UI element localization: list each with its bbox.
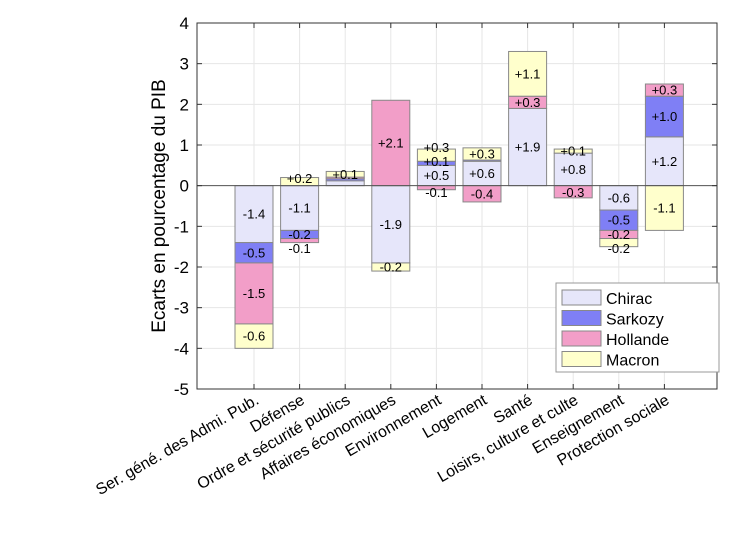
bar-segment-chirac bbox=[508, 107, 548, 187]
data-label: +1.9 bbox=[515, 140, 541, 155]
data-label: +0.3 bbox=[469, 146, 495, 161]
y-tick-label: 0 bbox=[180, 177, 189, 196]
bar-segment-macron bbox=[325, 170, 365, 178]
y-tick-label: -2 bbox=[174, 258, 189, 277]
bar-segment-macron bbox=[644, 185, 684, 231]
bar-segment-macron bbox=[234, 323, 274, 349]
data-label: +0.8 bbox=[560, 162, 586, 177]
data-label: +0.1 bbox=[560, 144, 586, 159]
bar-segment-hollande bbox=[644, 83, 684, 97]
y-tick-label: -3 bbox=[174, 299, 189, 318]
data-label: +0.3 bbox=[424, 140, 450, 155]
data-label: -1.9 bbox=[380, 217, 402, 232]
data-label: -0.1 bbox=[288, 241, 310, 256]
data-label: -0.5 bbox=[608, 213, 630, 228]
legend-label: Sarkozy bbox=[606, 312, 664, 329]
bar-segment-macron bbox=[508, 50, 548, 97]
data-label: -0.5 bbox=[243, 245, 265, 260]
bar-segment-macron bbox=[553, 148, 593, 154]
bars bbox=[234, 50, 684, 349]
y-tick-label: 3 bbox=[180, 55, 189, 74]
bar-segment-macron bbox=[599, 238, 639, 248]
y-axis-label: Ecarts en pourcentage du PIB bbox=[149, 79, 170, 333]
legend: Chirac Sarkozy Hollande Macron bbox=[555, 282, 720, 373]
bar-segment-sarkozy bbox=[644, 95, 684, 138]
data-label: +0.1 bbox=[424, 154, 450, 169]
data-label: +1.1 bbox=[515, 66, 541, 81]
bar-segment-chirac bbox=[644, 136, 684, 187]
bar-segment-hollande bbox=[280, 238, 320, 244]
bar-segment-hollande bbox=[234, 262, 274, 325]
bar-segment-chirac bbox=[234, 185, 274, 244]
bar-segment-hollande bbox=[371, 99, 411, 187]
legend-swatch-macron bbox=[561, 351, 602, 367]
data-label: -0.2 bbox=[288, 227, 310, 242]
data-label: -1.4 bbox=[243, 207, 265, 222]
data-label: +0.1 bbox=[332, 167, 358, 182]
y-tick-label: -5 bbox=[174, 380, 189, 399]
y-tick-label: -1 bbox=[174, 217, 189, 236]
y-tick-label: 2 bbox=[180, 95, 189, 114]
legend-swatch-hollande bbox=[561, 330, 602, 347]
bar-segment-macron bbox=[462, 147, 502, 161]
data-label: +0.3 bbox=[652, 83, 678, 98]
data-label: +0.6 bbox=[469, 166, 495, 181]
data-label: -0.6 bbox=[243, 329, 265, 344]
data-label: -0.4 bbox=[471, 186, 493, 201]
data-label: -0.1 bbox=[425, 185, 447, 200]
legend-label: Macron bbox=[606, 353, 659, 370]
data-label: +0.3 bbox=[515, 95, 541, 110]
bar-segment-macron bbox=[371, 262, 411, 272]
data-label: -1.1 bbox=[288, 201, 310, 216]
data-label: -0.2 bbox=[380, 260, 402, 275]
data-label: -1.1 bbox=[653, 201, 675, 216]
y-tick-label: -4 bbox=[174, 339, 189, 358]
data-label: +0.2 bbox=[287, 171, 313, 186]
data-label: +0.5 bbox=[424, 168, 450, 183]
legend-swatch-chirac bbox=[561, 289, 602, 306]
data-label: +2.1 bbox=[378, 135, 404, 150]
bar-segment-chirac bbox=[462, 160, 502, 187]
bar-segment-chirac bbox=[371, 185, 411, 264]
y-tick-label: 4 bbox=[180, 14, 189, 33]
data-label: -0.2 bbox=[608, 241, 630, 256]
axes-box bbox=[196, 22, 718, 390]
bar-segment-chirac bbox=[280, 185, 320, 231]
data-label: -0.3 bbox=[562, 185, 584, 200]
x-tick-label: Ser. géné. des Admi. Pub. bbox=[93, 392, 262, 499]
data-label: +1.2 bbox=[652, 154, 678, 169]
data-label: +1.0 bbox=[652, 109, 678, 124]
legend-swatch-sarkozy bbox=[561, 310, 602, 326]
bar-segment-chirac bbox=[599, 185, 639, 211]
bar-segment-macron bbox=[416, 148, 456, 162]
y-tick-label: 1 bbox=[180, 136, 189, 155]
data-labels: -1.4-0.5-1.5-0.6+0.2-1.1-0.2-0.1+0.1+2.1… bbox=[243, 66, 677, 343]
data-label: -1.5 bbox=[243, 286, 265, 301]
data-label: -0.2 bbox=[608, 227, 630, 242]
legend-label: Chirac bbox=[606, 291, 652, 308]
legend-label: Hollande bbox=[606, 332, 669, 349]
data-label: -0.6 bbox=[608, 190, 630, 205]
